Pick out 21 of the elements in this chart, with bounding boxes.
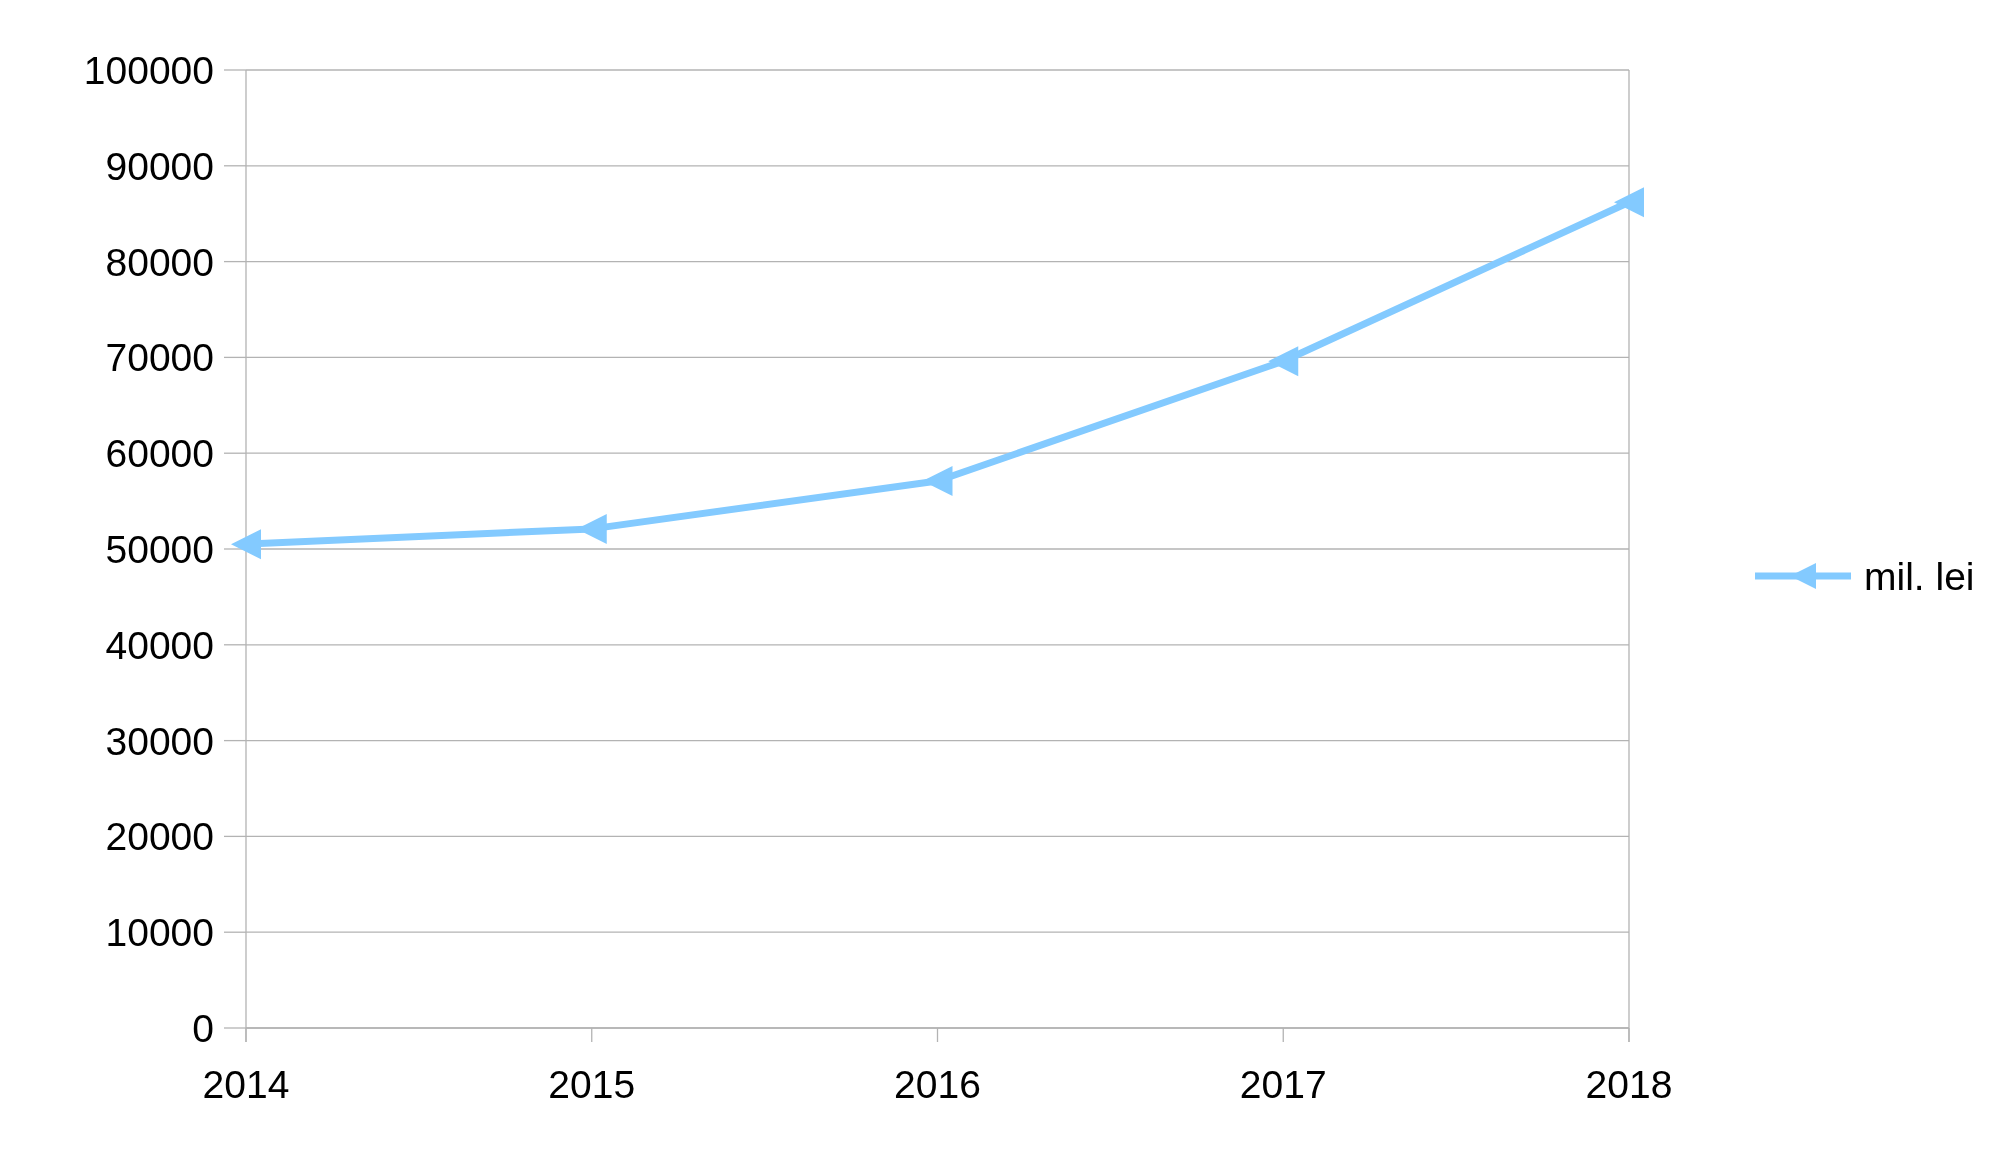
x-tick-label: 2014 bbox=[202, 1063, 290, 1106]
y-tick-label: 20000 bbox=[105, 815, 214, 859]
point bbox=[922, 465, 953, 496]
x-tick-label: 2016 bbox=[894, 1063, 981, 1106]
y-tick-label: 90000 bbox=[105, 144, 214, 188]
y-tick-label: 100000 bbox=[83, 49, 214, 93]
y-tick-label: 10000 bbox=[105, 911, 214, 955]
x-tick-label: 2018 bbox=[1585, 1063, 1673, 1106]
point bbox=[1268, 346, 1299, 377]
y-tick-label: 40000 bbox=[105, 623, 214, 667]
y-tick-label: 0 bbox=[192, 1007, 214, 1051]
y-tick-label: 60000 bbox=[105, 432, 214, 476]
y-tick-label: 70000 bbox=[105, 336, 214, 380]
y-tick-label: 50000 bbox=[105, 528, 214, 572]
point bbox=[231, 529, 261, 560]
x-tick-label: 2015 bbox=[548, 1063, 636, 1106]
legend-label: mil. lei bbox=[1864, 555, 1975, 599]
y-tick-label: 80000 bbox=[105, 240, 214, 284]
point bbox=[1614, 187, 1644, 218]
x-tick-label: 2017 bbox=[1239, 1063, 1327, 1106]
y-tick-label: 30000 bbox=[105, 719, 214, 763]
